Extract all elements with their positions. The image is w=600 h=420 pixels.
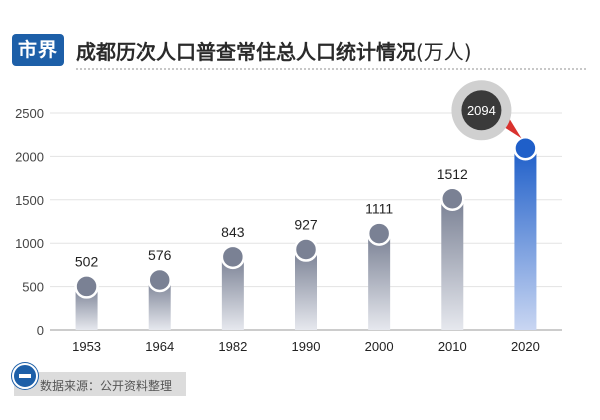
bar-cap-dot (147, 267, 172, 293)
x-tick-label: 2010 (438, 339, 467, 354)
data-label: 927 (294, 217, 318, 233)
data-label: 502 (75, 253, 99, 269)
bar-cap-dot (366, 221, 392, 246)
callout-bubble (461, 90, 502, 131)
bar (441, 198, 464, 330)
brand-badge: 市界 (12, 34, 64, 66)
data-label: 576 (148, 247, 172, 263)
chart-title-unit: (万人) (416, 40, 472, 64)
bar (514, 148, 537, 330)
bar (295, 249, 317, 330)
x-tick-label: 1964 (145, 339, 174, 354)
title-divider (76, 68, 586, 70)
x-tick-label: 1982 (218, 339, 247, 354)
source-box (14, 372, 186, 396)
bar-cap-dot (293, 237, 319, 262)
bar (368, 233, 391, 330)
y-tick-label: 1000 (15, 236, 44, 251)
x-tick-label: 2000 (365, 339, 394, 354)
y-tick-label: 2000 (15, 149, 44, 164)
y-tick-label: 1500 (15, 193, 44, 208)
source-note: 数据来源：公开资料整理 (40, 379, 173, 393)
y-tick-label: 2500 (15, 106, 44, 121)
bar (221, 256, 244, 330)
data-label: 1111 (365, 201, 393, 217)
chart-title-text: 成都历次人口普查常住总人口统计情况 (76, 40, 416, 64)
x-tick-label: 1990 (292, 339, 321, 354)
data-label: 2094 (467, 103, 496, 118)
data-label: 843 (221, 224, 245, 240)
y-tick-label: 500 (22, 280, 44, 295)
chart-title: 成都历次人口普查常住总人口统计情况(万人) (76, 36, 472, 65)
minus-circle-icon (12, 363, 38, 389)
data-label: 1512 (437, 166, 468, 182)
bar-cap-dot (440, 186, 465, 212)
y-tick-label: 0 (37, 323, 44, 338)
bar-cap-dot (74, 274, 99, 299)
bar-cap-dot (513, 135, 538, 161)
x-tick-label: 2020 (511, 339, 540, 354)
bar-cap-dot (220, 244, 246, 270)
x-tick-label: 1953 (72, 339, 101, 354)
bar (148, 280, 171, 330)
